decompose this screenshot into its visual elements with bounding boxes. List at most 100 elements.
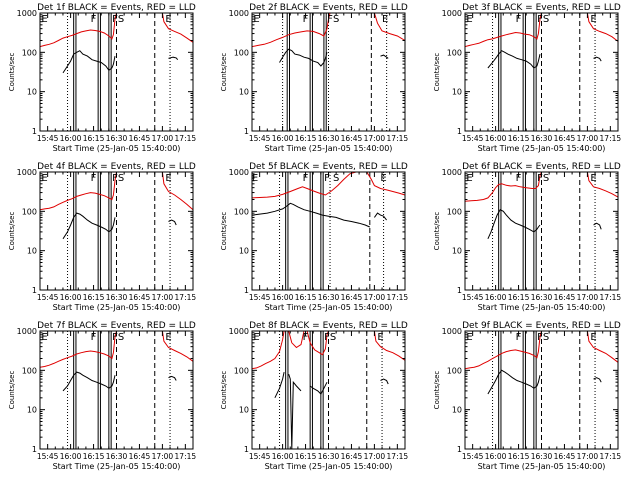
series-events-line (288, 373, 302, 450)
region-label: S (543, 332, 549, 343)
region-label: S (333, 14, 339, 25)
x-tick-label: 16:45 (341, 452, 363, 461)
y-tick-label: 1 (457, 445, 462, 454)
x-tick-label: 16:45 (129, 293, 151, 302)
chart-panel-5: Det 5f BLACK = Events, RED = LLD 1 10 100 10… (220, 162, 408, 312)
x-tick-label: 17:15 (175, 452, 197, 461)
y-tick-label: 100 (22, 48, 37, 57)
series-lld-line (161, 330, 194, 362)
region-label: E (41, 14, 47, 25)
series-lld-line (306, 330, 329, 356)
x-axis-label: Start Time (25-Jan-05 15:40:00) (478, 144, 606, 153)
series-events-line (593, 377, 602, 383)
series-events-line (373, 212, 387, 221)
x-tick-label: 16:15 (295, 452, 317, 461)
chart-title: Det 7f BLACK = Events, RED = LLD (37, 321, 196, 331)
series-events-line (168, 375, 177, 381)
x-tick-label: 16:45 (554, 134, 576, 143)
y-tick-label: 1 (32, 445, 37, 454)
series-lld-line (39, 12, 117, 48)
chart-title: Det 1f BLACK = Events, RED = LLD (37, 3, 196, 13)
y-tick-label: 100 (447, 48, 462, 57)
series-events-line (62, 50, 116, 74)
y-axis-label: Counts/sec (220, 53, 228, 92)
y-tick-label: 1000 (229, 9, 249, 18)
chart-title: Det 3f BLACK = Events, RED = LLD (462, 3, 621, 13)
x-tick-label: 15:45 (37, 452, 59, 461)
y-tick-label: 1000 (442, 327, 462, 336)
region-label: E (590, 173, 596, 184)
region-label: F (324, 173, 330, 184)
x-tick-label: 16:45 (554, 293, 576, 302)
y-axis-label: Counts/sec (8, 371, 16, 410)
x-tick-label: 17:15 (387, 452, 409, 461)
chart-title: Det 2f BLACK = Events, RED = LLD (249, 3, 408, 13)
x-axis-label: Start Time (25-Jan-05 15:40:00) (265, 462, 393, 471)
series-lld-line (464, 12, 542, 48)
x-tick-label: 16:45 (341, 293, 363, 302)
region-label: S (118, 332, 124, 343)
chart-panel-8: Det 8f BLACK = Events, RED = LLD 1 10 100 10… (220, 321, 408, 471)
y-axis-label: Counts/sec (8, 53, 16, 92)
series-events-line (251, 202, 370, 228)
region-label: E (590, 332, 596, 343)
x-tick-label: 17:00 (364, 134, 386, 143)
y-axis-label: Counts/sec (220, 212, 228, 251)
y-tick-label: 1 (244, 445, 249, 454)
region-label: F (303, 14, 309, 25)
x-axis-label: Start Time (25-Jan-05 15:40:00) (265, 303, 393, 312)
x-tick-label: 17:15 (600, 293, 622, 302)
x-tick-label: 16:00 (485, 134, 507, 143)
region-label: E (41, 173, 47, 184)
y-tick-label: 100 (22, 366, 37, 375)
y-axis-label: Counts/sec (433, 212, 441, 251)
region-label: F (112, 14, 118, 25)
x-tick-label: 16:15 (295, 134, 317, 143)
x-tick-label: 16:00 (60, 293, 82, 302)
region-label: F (537, 173, 543, 184)
region-label: S (543, 173, 549, 184)
x-tick-label: 16:30 (106, 293, 128, 302)
region-label: F (112, 173, 118, 184)
x-tick-label: 16:00 (485, 293, 507, 302)
series-events-line (487, 209, 541, 240)
y-tick-label: 1000 (17, 9, 37, 18)
series-events-line (487, 369, 541, 395)
series-lld-line (288, 330, 305, 349)
region-label: S (118, 173, 124, 184)
x-tick-label: 17:00 (364, 452, 386, 461)
chart-panel-3: Det 3f BLACK = Events, RED = LLD 1 10 100 10… (433, 3, 621, 153)
x-tick-label: 16:00 (272, 134, 294, 143)
x-tick-label: 16:15 (508, 134, 530, 143)
x-tick-label: 17:15 (600, 134, 622, 143)
y-axis-label: Counts/sec (220, 371, 228, 410)
x-tick-label: 15:45 (462, 293, 484, 302)
x-tick-label: 17:15 (175, 134, 197, 143)
series-lld-line (39, 171, 117, 211)
region-label: F (324, 332, 330, 343)
x-tick-label: 16:30 (318, 134, 340, 143)
series-lld-line (373, 12, 406, 41)
region-label: E (466, 332, 472, 343)
chart-title: Det 9f BLACK = Events, RED = LLD (462, 321, 621, 331)
x-tick-label: 17:15 (600, 452, 622, 461)
x-tick-label: 17:15 (387, 134, 409, 143)
x-tick-label: 17:00 (577, 293, 599, 302)
chart-title: Det 6f BLACK = Events, RED = LLD (462, 162, 621, 172)
region-label: S (543, 14, 549, 25)
region-label: S (118, 14, 124, 25)
x-tick-label: 16:45 (129, 134, 151, 143)
y-tick-label: 100 (447, 366, 462, 375)
x-tick-label: 17:00 (152, 293, 174, 302)
y-tick-label: 1000 (17, 327, 37, 336)
x-tick-label: 17:00 (577, 134, 599, 143)
x-tick-label: 16:45 (554, 452, 576, 461)
y-tick-label: 10 (452, 406, 462, 415)
series-lld-line (586, 171, 619, 198)
series-lld-line (366, 171, 406, 196)
region-label: E (253, 332, 259, 343)
x-tick-label: 17:15 (175, 293, 197, 302)
series-lld-line (586, 330, 619, 363)
